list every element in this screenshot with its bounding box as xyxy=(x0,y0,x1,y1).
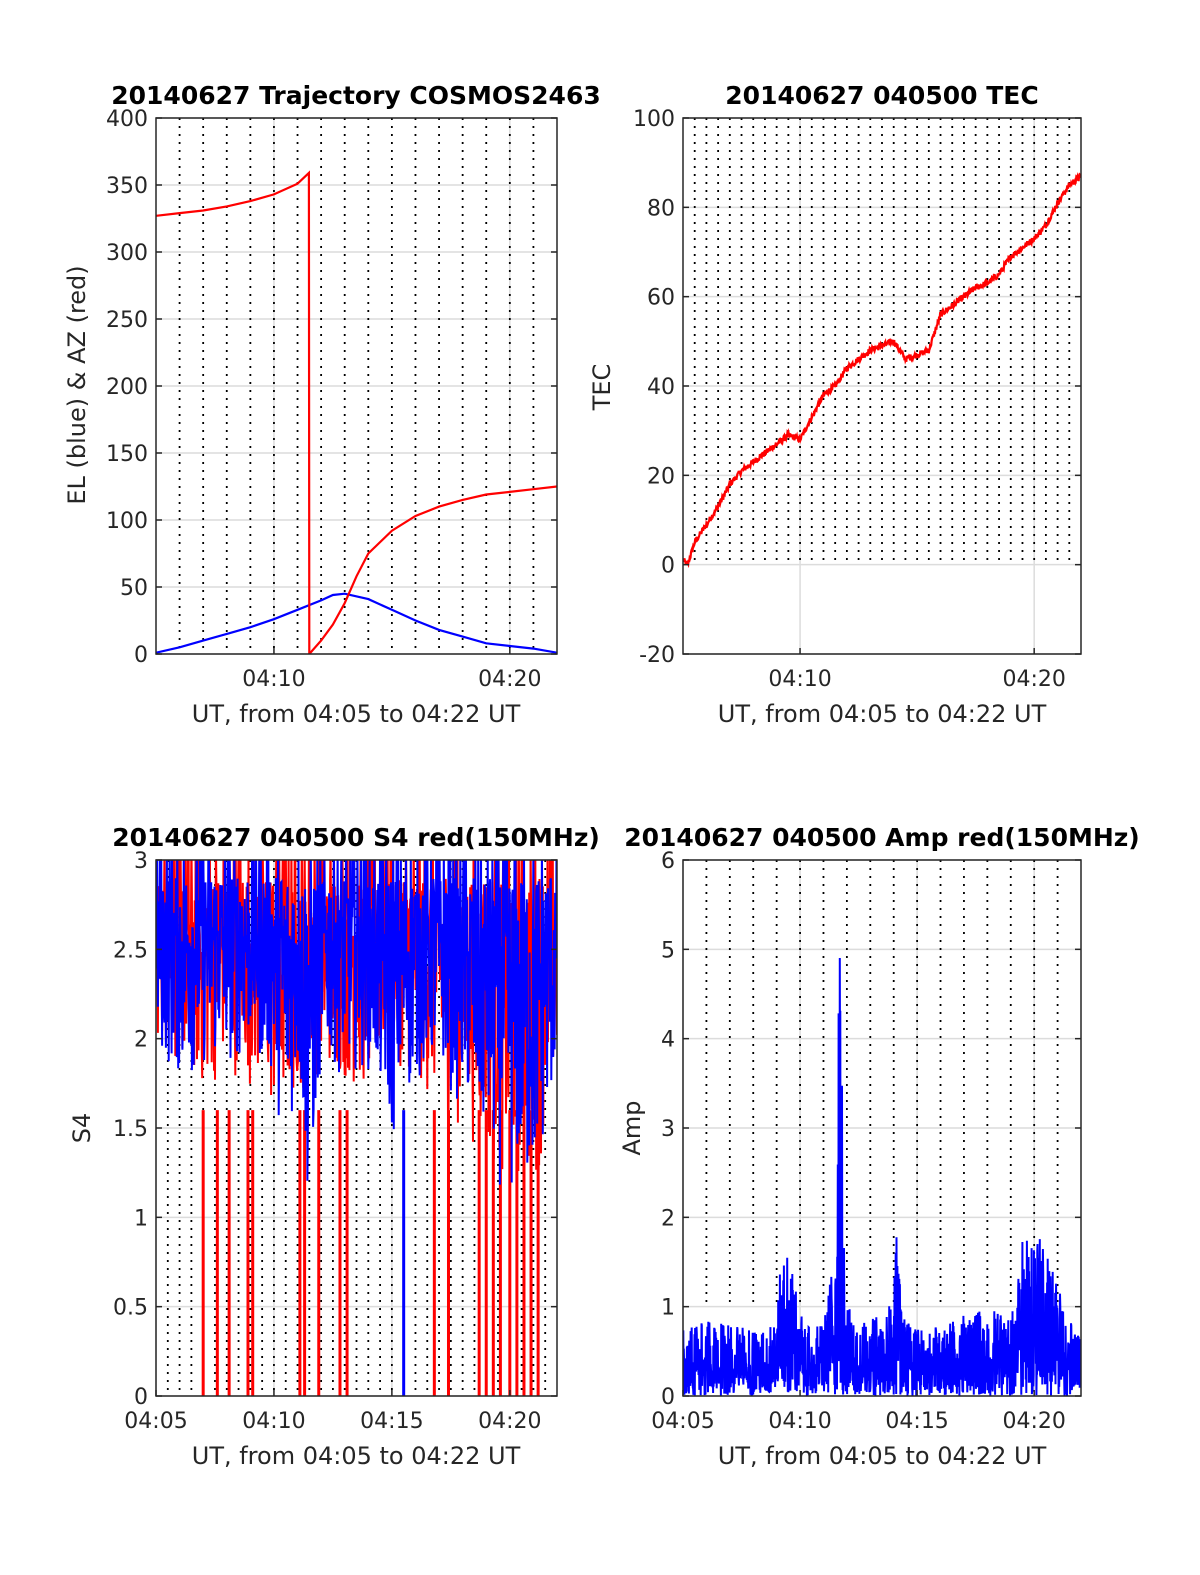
x-tick-label: 04:15 xyxy=(885,1409,948,1434)
y-tick-label: 200 xyxy=(106,375,148,400)
chart-tec-ylabel: TEC xyxy=(588,364,616,412)
y-tick-label: 6 xyxy=(661,849,675,874)
y-tick-label: 4 xyxy=(661,1028,675,1053)
chart-tec-plot: -20 0 20 40 60 80 100 04:10 04:20 xyxy=(633,107,1082,692)
y-tick-label: 0 xyxy=(661,1385,675,1410)
x-tick-label: 04:05 xyxy=(651,1409,714,1434)
y-tick-label: 3 xyxy=(134,849,148,874)
y-tick-label: 0 xyxy=(134,1385,148,1410)
y-tick-label: 1 xyxy=(134,1206,148,1231)
chart-amp-title: 20140627 040500 Amp red(150MHz) xyxy=(624,823,1140,852)
series-group xyxy=(683,957,1081,1396)
y-tick-label: 0 xyxy=(134,643,148,668)
y-tick-label: 100 xyxy=(106,509,148,534)
x-tick-label: 04:10 xyxy=(242,1409,305,1434)
x-tick-label: 04:20 xyxy=(478,667,541,692)
x-tick-label: 04:10 xyxy=(768,1409,831,1434)
series-group xyxy=(156,170,557,654)
chart-trajectory: 20140627 Trajectory COSMOS2463 EL (blue)… xyxy=(63,81,601,728)
series-trace-0 xyxy=(683,957,1081,1396)
series-group xyxy=(683,171,1081,569)
x-tick-label: 04:20 xyxy=(1002,667,1065,692)
y-tick-label: 150 xyxy=(106,442,148,467)
y-tick-label: 250 xyxy=(106,308,148,333)
chart-s4-xlabel: UT, from 04:05 to 04:22 UT xyxy=(192,1442,521,1470)
y-tick-label: 60 xyxy=(647,286,675,311)
chart-s4-title: 20140627 040500 S4 red(150MHz) xyxy=(112,823,600,852)
chart-trajectory-title: 20140627 Trajectory COSMOS2463 xyxy=(111,81,601,110)
chart-amp: 20140627 040500 Amp red(150MHz) Amp UT, … xyxy=(618,823,1140,1470)
chart-trajectory-xlabel: UT, from 04:05 to 04:22 UT xyxy=(192,700,521,728)
x-tick-label: 04:05 xyxy=(124,1409,187,1434)
chart-s4-ylabel: S4 xyxy=(68,1113,96,1144)
series-line-0 xyxy=(683,171,1081,569)
chart-tec-title: 20140627 040500 TEC xyxy=(725,81,1038,110)
chart-amp-xlabel: UT, from 04:05 to 04:22 UT xyxy=(718,1442,1047,1470)
y-tick-label: 0.5 xyxy=(113,1296,148,1321)
chart-amp-ylabel: Amp xyxy=(618,1100,646,1155)
y-tick-label: 2 xyxy=(134,1028,148,1053)
y-tick-label: 0 xyxy=(661,554,675,579)
x-tick-label: 04:20 xyxy=(478,1409,541,1434)
y-tick-label: -20 xyxy=(639,643,675,668)
series-line-0 xyxy=(156,592,557,654)
chart-s4-plot: 0 0.5 1 1.5 2 2.5 3 04:05 04:10 04:15 04:20 xyxy=(113,849,558,1434)
y-tick-label: 2 xyxy=(661,1206,675,1231)
series-line-1 xyxy=(156,170,557,654)
y-tick-label: 300 xyxy=(106,241,148,266)
series-trace-1 xyxy=(156,860,557,1185)
chart-trajectory-ylabel: EL (blue) & AZ (red) xyxy=(63,265,91,504)
x-tick-label: 04:15 xyxy=(360,1409,423,1434)
chart-tec: 20140627 040500 TEC TEC UT, from 04:05 t… xyxy=(588,81,1082,728)
y-tick-label: 3 xyxy=(661,1117,675,1142)
chart-amp-plot: 0 1 2 3 4 5 6 04:05 04:10 04:15 04:20 xyxy=(651,849,1082,1434)
y-tick-label: 1 xyxy=(661,1296,675,1321)
y-tick-label: 80 xyxy=(647,196,675,221)
y-tick-label: 100 xyxy=(633,107,675,132)
chart-trajectory-plot: 0 50 100 150 200 250 300 350 400 04:10 04:20 xyxy=(106,107,558,692)
y-tick-label: 400 xyxy=(106,107,148,132)
chart-s4: 20140627 040500 S4 red(150MHz) S4 UT, fr… xyxy=(68,823,600,1470)
y-tick-label: 350 xyxy=(106,174,148,199)
x-tick-label: 04:10 xyxy=(242,667,305,692)
x-tick-label: 04:10 xyxy=(768,667,831,692)
y-tick-label: 2.5 xyxy=(113,938,148,963)
y-tick-label: 50 xyxy=(120,576,148,601)
x-tick-label: 04:20 xyxy=(1002,1409,1065,1434)
y-tick-label: 5 xyxy=(661,938,675,963)
y-tick-label: 40 xyxy=(647,375,675,400)
y-tick-label: 1.5 xyxy=(113,1117,148,1142)
chart-tec-xlabel: UT, from 04:05 to 04:22 UT xyxy=(718,700,1047,728)
series-group xyxy=(156,860,557,1396)
y-tick-label: 20 xyxy=(647,464,675,489)
